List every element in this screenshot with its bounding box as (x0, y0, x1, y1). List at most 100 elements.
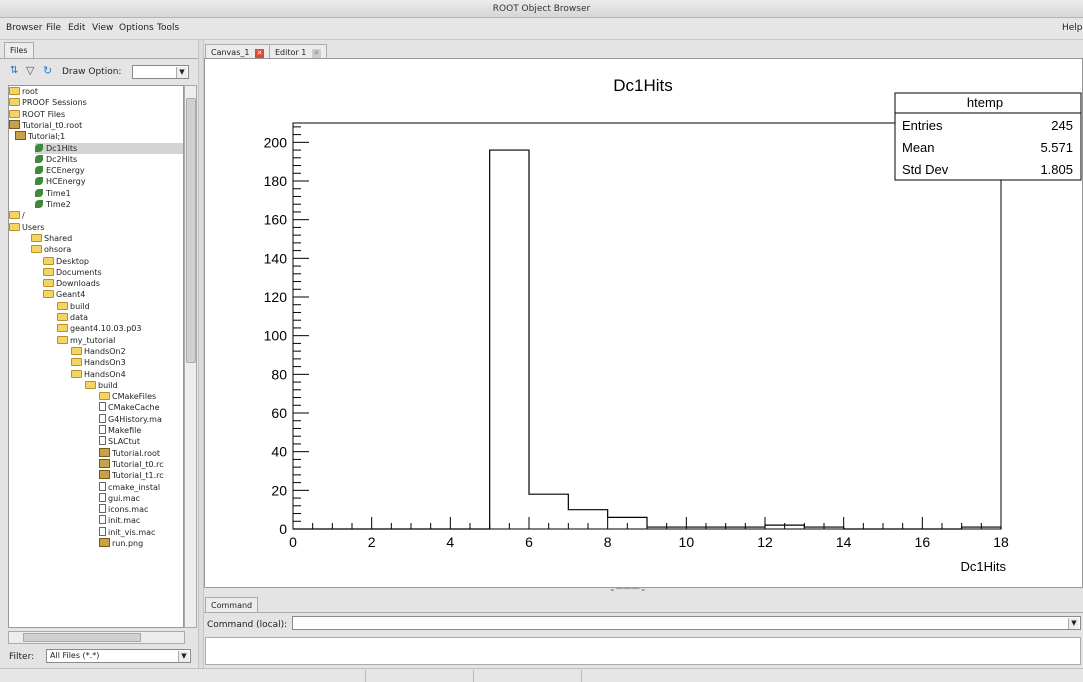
tree-item[interactable]: Dc1Hits (35, 142, 183, 154)
tree-item[interactable]: CMakeCache (99, 402, 183, 413)
tree-item[interactable]: Tutorial_t0.root (9, 119, 183, 131)
tree-item[interactable]: HandsOn3 (71, 357, 183, 368)
tree-item[interactable]: ECEnergy (35, 165, 183, 176)
tab-files-label: Files (10, 46, 28, 55)
tree-item[interactable]: Tutorial;1 (15, 131, 183, 142)
menu-help[interactable]: Help (1062, 23, 1083, 33)
file-icon (99, 402, 106, 412)
tree-item-label: HCEnergy (46, 177, 86, 187)
tree-item[interactable]: gui.mac (99, 492, 183, 504)
y-tick-label: 40 (271, 444, 287, 460)
filter-select[interactable]: All Files (*.*) ▼ (46, 649, 191, 663)
folder-icon (43, 256, 54, 265)
tree-item[interactable]: data (57, 312, 183, 323)
menu-browser[interactable]: Browser (6, 23, 43, 33)
folder-icon (43, 279, 54, 288)
tree-item[interactable]: build (57, 301, 183, 312)
file-tree[interactable]: root PROOF Sessions ROOT Files Tutorial_t0.… (8, 85, 184, 628)
close-icon[interactable]: ✕ (311, 49, 321, 58)
tree-item[interactable]: PROOF Sessions (9, 97, 183, 108)
menu-view[interactable]: View (92, 23, 114, 33)
menu-options[interactable]: Options (119, 23, 154, 33)
tree-item-label: PROOF Sessions (22, 98, 87, 108)
splitter-handle-icon[interactable]: ⌄———⌄ (609, 584, 647, 593)
tree-item-label: CMakeCache (108, 403, 160, 413)
tree-item-label: Dc1Hits (46, 143, 78, 153)
tab-command-label: Command (211, 601, 253, 610)
folder-icon (85, 380, 96, 389)
tree-item-label: ohsora (44, 245, 72, 255)
y-tick-label: 0 (279, 521, 287, 537)
stats-stddev-value: 1.805 (1040, 162, 1073, 177)
sort-icon[interactable]: ⇅ (10, 65, 19, 76)
tree-item[interactable]: CMakeFiles (99, 391, 183, 402)
tree-item[interactable]: / (9, 210, 183, 221)
scrollbar-thumb[interactable] (186, 98, 196, 363)
tree-item[interactable]: Shared (31, 233, 183, 244)
tree-item[interactable]: Users (9, 222, 183, 233)
tree-item[interactable]: Dc2Hits (35, 154, 183, 165)
close-icon[interactable]: ✕ (255, 49, 264, 58)
tree-item-label: HandsOn3 (84, 358, 126, 368)
tab-command[interactable]: Command (205, 597, 259, 613)
file-icon (99, 481, 106, 491)
command-input[interactable]: ▼ (292, 616, 1081, 630)
tree-item[interactable]: Tutorial_t1.rc (99, 470, 183, 481)
tree-item[interactable]: Time2 (35, 199, 183, 210)
tree-item-label: data (70, 313, 89, 322)
tree-item[interactable]: icons.mac (99, 504, 183, 515)
refresh-icon[interactable]: ↻ (43, 64, 53, 77)
tree-item[interactable]: Geant4 (43, 289, 183, 300)
tree-item[interactable]: run.png (99, 538, 183, 549)
tree-item[interactable]: Tutorial_t0.rc (99, 458, 183, 470)
chart-title: Dc1Hits (613, 76, 673, 95)
tree-item[interactable]: my_tutorial (57, 335, 183, 346)
tree-item[interactable]: cmake_instal (99, 481, 183, 493)
tree-item[interactable]: geant4.10.03.p03 (57, 323, 183, 334)
canvas-area[interactable]: Dc1Hits 0 20 40 60 80 100 120 140 160 180 200 0 2 4 6 8… (204, 58, 1083, 588)
tree-item[interactable]: Time1 (35, 188, 183, 199)
tab-files[interactable]: Files (4, 42, 34, 58)
file-browser-panel: Files ⇅ ▽ ↻ Draw Option: ▼ root PROOF Ses… (0, 40, 198, 668)
tree-vertical-scrollbar[interactable] (184, 85, 197, 628)
tree-item[interactable]: Downloads (43, 278, 183, 289)
tree-item[interactable]: ROOT Files (9, 109, 183, 120)
tree-item-label: icons.mac (108, 505, 149, 515)
x-tick-label: 0 (289, 534, 297, 550)
tree-item[interactable]: root (9, 86, 183, 97)
y-tick-label: 100 (264, 328, 288, 344)
tree-item[interactable]: Documents (43, 267, 183, 278)
command-output[interactable] (205, 637, 1081, 665)
tree-item[interactable]: HandsOn4 (71, 369, 183, 380)
tree-item[interactable]: G4History.ma (99, 413, 183, 425)
tree-item[interactable]: HandsOn2 (71, 346, 183, 357)
tree-item[interactable]: Desktop (43, 256, 183, 267)
stats-stddev-label: Std Dev (902, 162, 949, 177)
menu-edit[interactable]: Edit (68, 23, 86, 33)
menu-file[interactable]: File (46, 23, 62, 33)
histogram-chart[interactable]: Dc1Hits 0 20 40 60 80 100 120 140 160 180 200 0 2 4 6 8… (205, 59, 1082, 587)
tree-item[interactable]: HCEnergy (35, 176, 183, 187)
tree-item[interactable]: Tutorial.root (99, 447, 183, 459)
root-file-icon (9, 119, 20, 129)
filter-icon[interactable]: ▽ (26, 64, 35, 77)
menu-tools[interactable]: Tools (157, 23, 180, 33)
tab-editor[interactable]: Editor 1 ✕ (269, 44, 327, 60)
file-icon (99, 492, 106, 502)
tree-item[interactable]: Makefile (99, 425, 183, 436)
tree-item[interactable]: init.mac (99, 515, 183, 526)
root-file-icon (99, 470, 110, 480)
horizontal-scrollbar-thumb[interactable] (23, 633, 141, 642)
tab-canvas[interactable]: Canvas_1 ✕ (205, 44, 270, 60)
tree-horizontal-scrollbar[interactable] (8, 631, 185, 644)
draw-option-select[interactable]: ▼ (132, 65, 189, 79)
tree-item[interactable]: build (85, 380, 183, 391)
stats-title: htemp (967, 95, 1003, 110)
tree-item[interactable]: ohsora (31, 244, 183, 255)
tree-item[interactable]: init_vis.mac (99, 526, 183, 538)
tree-item-label: Tutorial_t0.rc (112, 459, 164, 469)
folder-icon (71, 346, 82, 355)
panel-splitter[interactable] (198, 40, 204, 668)
stats-box[interactable]: htemp Entries 245 Mean 5.571 Std Dev 1.8… (894, 92, 1082, 181)
tree-item[interactable]: SLACtut (99, 436, 183, 447)
